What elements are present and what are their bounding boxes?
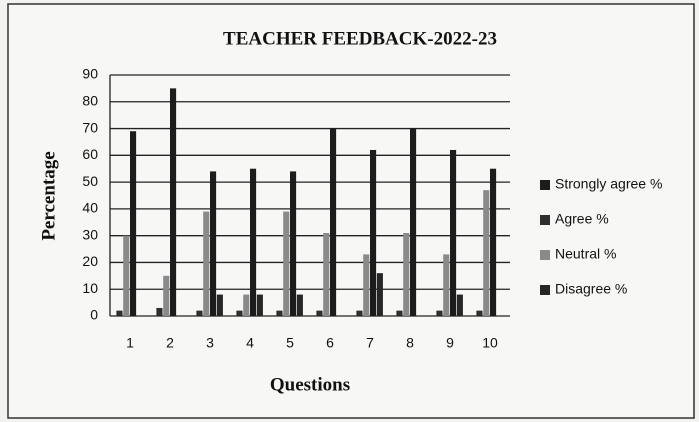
bar bbox=[323, 232, 330, 316]
bar bbox=[243, 294, 250, 316]
y-tick-label: 90 bbox=[82, 66, 98, 82]
legend-swatch bbox=[540, 250, 550, 260]
bar bbox=[296, 294, 303, 316]
x-tick-label: 5 bbox=[286, 335, 294, 351]
bar bbox=[476, 310, 483, 316]
legend-swatch bbox=[540, 285, 550, 295]
chart-frame bbox=[7, 3, 695, 419]
bar bbox=[163, 275, 170, 316]
bar bbox=[443, 254, 450, 316]
y-tick-label: 30 bbox=[82, 226, 98, 242]
x-tick-label: 6 bbox=[326, 335, 334, 351]
bar bbox=[403, 232, 410, 316]
y-tick-label: 60 bbox=[82, 146, 98, 162]
y-tick-label: 40 bbox=[82, 200, 98, 216]
x-axis-label: Questions bbox=[270, 374, 350, 395]
x-tick-label: 7 bbox=[366, 335, 374, 351]
bar bbox=[376, 273, 383, 316]
x-tick-label: 8 bbox=[406, 335, 414, 351]
x-tick-label: 4 bbox=[246, 335, 254, 351]
legend-label: Agree % bbox=[555, 211, 609, 227]
x-tick-label: 1 bbox=[126, 335, 134, 351]
legend-swatch bbox=[540, 215, 550, 225]
legend-label: Strongly agree % bbox=[555, 176, 662, 192]
chart-title: TEACHER FEEDBACK-2022-23 bbox=[223, 28, 497, 49]
bar bbox=[356, 310, 363, 316]
legend-swatch bbox=[540, 180, 550, 190]
x-tick-label: 2 bbox=[166, 335, 174, 351]
y-tick-label: 10 bbox=[82, 280, 98, 296]
legend-label: Disagree % bbox=[555, 281, 627, 297]
y-tick-label: 80 bbox=[82, 92, 98, 108]
bar bbox=[116, 310, 123, 316]
bar bbox=[436, 310, 443, 316]
bar bbox=[410, 128, 417, 316]
bar bbox=[156, 307, 163, 316]
x-tick-label: 10 bbox=[482, 335, 498, 351]
bar bbox=[196, 310, 203, 316]
y-tick-label: 70 bbox=[82, 119, 98, 135]
bar bbox=[256, 294, 263, 316]
x-tick-label: 3 bbox=[206, 335, 214, 351]
y-tick-label: 20 bbox=[82, 253, 98, 269]
bar bbox=[236, 310, 243, 316]
legend-label: Neutral % bbox=[555, 246, 616, 262]
y-tick-label: 0 bbox=[90, 307, 98, 323]
bar bbox=[203, 211, 210, 316]
bar bbox=[170, 88, 177, 316]
bar bbox=[130, 131, 137, 316]
bar bbox=[123, 235, 130, 316]
x-tick-label: 9 bbox=[446, 335, 454, 351]
bar bbox=[450, 149, 457, 316]
bar bbox=[283, 211, 290, 316]
bar bbox=[363, 254, 370, 316]
bar bbox=[396, 310, 403, 316]
bar bbox=[483, 190, 490, 316]
y-tick-label: 50 bbox=[82, 173, 98, 189]
bar bbox=[370, 149, 377, 316]
bar bbox=[210, 171, 217, 316]
bar bbox=[276, 310, 283, 316]
bar bbox=[490, 168, 497, 316]
bar bbox=[456, 294, 463, 316]
bar bbox=[250, 168, 257, 316]
y-axis-label: Percentage bbox=[38, 151, 59, 240]
bar bbox=[316, 310, 323, 316]
bar bbox=[216, 294, 223, 316]
bar bbox=[330, 128, 337, 316]
bar bbox=[290, 171, 297, 316]
